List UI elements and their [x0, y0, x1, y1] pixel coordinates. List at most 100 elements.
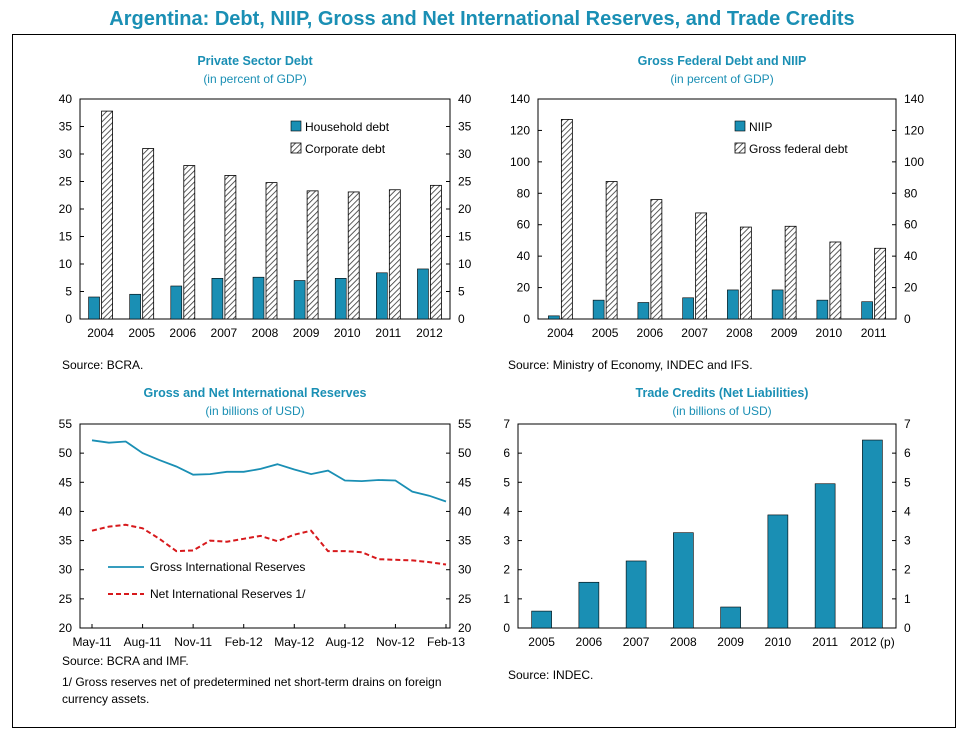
- y-tick-label-right: 5: [458, 285, 465, 299]
- y-tick-label-right: 40: [904, 249, 918, 263]
- panel-title: Gross Federal Debt and NIIP: [637, 54, 807, 68]
- bar-corporate-debt: [306, 190, 319, 320]
- y-tick-label-right: 0: [458, 312, 465, 326]
- bar-niip: [816, 299, 829, 320]
- y-tick-label-left: 40: [517, 249, 531, 263]
- y-tick-label-right: 15: [458, 230, 472, 244]
- y-tick-label-right: 30: [458, 147, 472, 161]
- y-tick-label-left: 50: [59, 446, 73, 460]
- x-tick-label: 2007: [623, 635, 650, 649]
- bar-corporate-debt: [430, 184, 442, 320]
- x-tick-label: 2010: [334, 326, 361, 340]
- x-tick-label: Feb-13: [427, 635, 465, 648]
- y-tick-label-right: 1: [904, 592, 911, 606]
- y-tick-label-right: 55: [458, 417, 472, 431]
- y-tick-label-right: 140: [904, 92, 924, 106]
- x-tick-label: 2012: [416, 326, 443, 340]
- y-tick-label-left: 40: [59, 92, 73, 106]
- y-tick-label-left: 7: [503, 417, 510, 431]
- legend-label: Corporate debt: [305, 142, 386, 156]
- plot-frame: [517, 423, 897, 629]
- legend-swatch: [290, 142, 302, 154]
- y-tick-label-right: 20: [458, 202, 472, 216]
- source-text: Source: Ministry of Economy, INDEC and I…: [508, 358, 753, 372]
- x-tick-label: 2007: [211, 326, 238, 340]
- y-tick-label-left: 120: [510, 123, 530, 137]
- trade-credits-chart: 0 0 1 1 2 2 3 3 4 4 5 5 6 6 7 7 2005 2006 2007 2008 2009 2010…: [503, 417, 911, 649]
- bar: [578, 581, 600, 629]
- y-tick-label-right: 120: [904, 123, 924, 137]
- y-tick-label-right: 2: [904, 563, 911, 577]
- panel-subtitle: (in billions of USD): [672, 404, 772, 418]
- y-tick-label-right: 20: [458, 621, 472, 635]
- x-tick-label: 2010: [816, 326, 843, 340]
- figure-frame: [12, 34, 956, 728]
- x-tick-label: 2008: [252, 326, 279, 340]
- y-tick-label-left: 15: [59, 230, 73, 244]
- panel-trade-credits: Trade Credits (Net Liabilities) (in bill…: [490, 382, 954, 722]
- y-tick-label-right: 35: [458, 120, 472, 134]
- bar-gross-federal-debt: [784, 225, 797, 320]
- bar-gross-federal-debt: [874, 247, 887, 320]
- panel-federal-debt: Gross Federal Debt and NIIP (in percent …: [490, 50, 954, 380]
- bar: [673, 532, 694, 629]
- bar-corporate-debt: [388, 189, 401, 320]
- y-tick-label-left: 60: [517, 218, 531, 232]
- x-tick-label: May-12: [274, 635, 314, 648]
- bar: [814, 483, 836, 629]
- y-tick-label-left: 0: [523, 312, 530, 326]
- bar-niip: [637, 302, 650, 320]
- bar-household-debt: [293, 280, 306, 320]
- legend-swatch: [734, 120, 746, 132]
- x-tick-label: 2008: [726, 326, 753, 340]
- panel-title: Gross and Net International Reserves: [143, 386, 367, 400]
- panel-subtitle: (in percent of GDP): [670, 72, 774, 86]
- bar: [767, 514, 789, 629]
- private-debt-chart: 0 0 5 5 10 10 15 15 20 20 25 25 30 30 35 35 40 40 2004 2005…: [59, 92, 472, 340]
- reserves-chart: 20 20 25 25 30 30 35 35 40 40 45 45 50 50 55 55 May-11 Au…: [59, 417, 472, 648]
- footnote-text: 1/ Gross reserves net of predetermined n…: [62, 675, 442, 706]
- panel-private-debt: Private Sector Debt (in percent of GDP) …: [20, 50, 490, 380]
- x-tick-label: 2006: [169, 326, 196, 340]
- federal-debt-chart: 0 0 20 20 40 40 60 60 80 80 100 100 120 120 140 140 2004…: [510, 92, 924, 340]
- y-tick-label-left: 2: [503, 563, 510, 577]
- y-tick-label-right: 4: [904, 504, 911, 518]
- y-tick-label-left: 55: [59, 417, 73, 431]
- x-tick-label: May-11: [72, 635, 111, 648]
- y-tick-label-right: 100: [904, 155, 924, 169]
- y-tick-label-right: 25: [458, 175, 472, 189]
- y-tick-label-left: 35: [59, 534, 73, 548]
- bar-corporate-debt: [265, 182, 278, 320]
- y-tick-label-right: 50: [458, 446, 472, 460]
- plot-frame: [79, 423, 451, 629]
- bar-gross-federal-debt: [560, 119, 573, 320]
- y-tick-label-left: 25: [59, 592, 73, 606]
- bar-household-debt: [88, 296, 100, 320]
- y-tick-label-left: 3: [503, 534, 510, 548]
- x-tick-label: 2012 (p): [850, 635, 895, 649]
- panel-subtitle: (in percent of GDP): [203, 72, 307, 86]
- y-tick-label-right: 0: [904, 621, 911, 635]
- x-tick-label: Feb-12: [225, 635, 263, 648]
- y-tick-label-right: 40: [458, 92, 472, 106]
- bar-corporate-debt: [347, 191, 360, 320]
- y-tick-label-left: 40: [59, 504, 73, 518]
- panel-title: Trade Credits (Net Liabilities): [635, 386, 809, 400]
- x-tick-label: 2008: [670, 635, 697, 649]
- bar-niip: [727, 289, 739, 320]
- y-tick-label-right: 10: [458, 257, 472, 271]
- y-tick-label-right: 6: [904, 446, 911, 460]
- x-tick-label: Aug-12: [326, 635, 365, 648]
- y-tick-label-right: 20: [904, 281, 918, 295]
- y-tick-label-right: 0: [904, 312, 911, 326]
- y-tick-label-right: 35: [458, 534, 472, 548]
- x-tick-label: 2010: [765, 635, 792, 649]
- y-tick-label-right: 5: [904, 475, 911, 489]
- x-tick-label: 2005: [528, 635, 555, 649]
- y-tick-label-left: 5: [503, 475, 510, 489]
- x-tick-label: 2009: [771, 326, 798, 340]
- panel-reserves: Gross and Net International Reserves (in…: [20, 382, 490, 722]
- y-tick-label-left: 0: [503, 621, 510, 635]
- legend-swatch: [734, 142, 746, 154]
- bar-niip: [592, 299, 605, 320]
